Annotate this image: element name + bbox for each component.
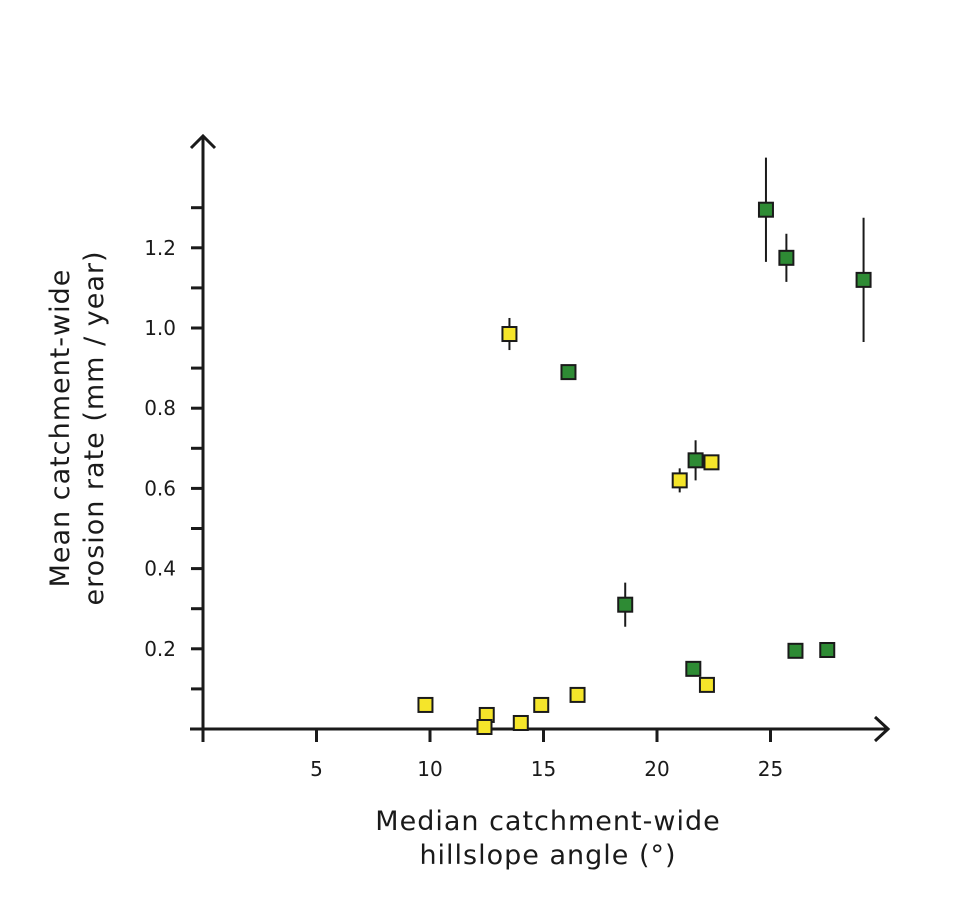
x-tick-label: 15 [531,757,556,781]
y-tick-label: 1.2 [144,236,176,260]
x-tick-label: 5 [310,757,323,781]
x-tick-label: 20 [644,757,669,781]
x-axis-title-line-1: Median catchment-wide [375,806,720,837]
data-point [787,642,804,659]
data-point [501,326,518,343]
data-point [417,696,434,713]
x-axis-arrowhead [873,715,891,743]
data-point [757,201,774,218]
x-axis-title-line-2: hillslope angle (°) [419,840,676,871]
data-point [698,676,715,693]
data-point [685,660,702,677]
data-point [819,642,836,659]
axes [189,133,891,743]
data-point [687,452,704,469]
data-point [617,596,634,613]
y-tick-label: 0.6 [144,476,176,500]
data-point [855,271,872,288]
data-point [560,364,577,381]
x-tick-label: 10 [417,757,442,781]
series-1 [560,157,872,677]
y-tick-label: 1.0 [144,316,176,340]
y-axis-title-line-1: Mean catchment-wide [45,269,76,588]
data-point [569,686,586,703]
y-axis-title: Mean catchment-wide erosion rate (mm / y… [45,250,110,605]
y-axis-title-line-2: erosion rate (mm / year) [79,250,110,605]
data-points [417,157,872,735]
y-tick-label: 0.2 [144,637,176,661]
x-tick-label: 25 [758,757,783,781]
y-ticks: 0.2 0.4 0.6 0.8 1.0 1.2 [144,206,203,691]
data-point [533,696,550,713]
data-point [512,714,529,731]
data-point [476,718,493,735]
y-tick-label: 0.4 [144,557,176,581]
data-point [671,472,688,489]
x-axis-title: Median catchment-wide hillslope angle (°… [375,806,720,871]
y-tick-label: 0.8 [144,396,176,420]
x-ticks: 5 10 15 20 25 [310,729,783,781]
data-point [778,249,795,266]
y-axis-arrowhead [189,133,217,150]
series-0 [417,317,720,735]
data-point [703,454,720,471]
